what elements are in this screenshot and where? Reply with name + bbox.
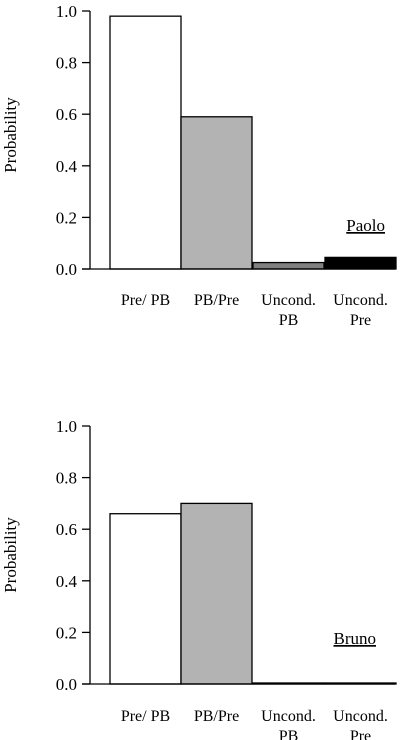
bar-1 <box>109 15 182 270</box>
x-tick-label: Pre/ PB <box>121 708 170 725</box>
y-tick-label: 0.6 <box>56 105 77 124</box>
chart-panel-paolo: 0.0 0.2 0.4 0.6 0.8 1.0 Probability Pre/ PB PB/P… <box>1 2 397 329</box>
x-tick-label: Uncond. PB <box>261 292 316 329</box>
y-tick-label: 0.8 <box>56 469 77 488</box>
chart-panel-bruno: 0.0 0.2 0.4 0.6 0.8 1.0 Probability Pre/ PB PB/P… <box>1 417 397 740</box>
y-tick-label: 0.4 <box>56 572 78 591</box>
x-tick-label: PB/Pre <box>194 708 239 725</box>
bar-3 <box>252 261 325 270</box>
x-tick-label: Uncond. Pre <box>333 708 388 740</box>
x-tick-label: Pre/ PB <box>121 292 170 309</box>
y-axis-label: Probability <box>1 97 20 173</box>
bar-4 <box>324 256 397 270</box>
y-axis-label: Probability <box>1 517 20 593</box>
y-tick-label: 0.2 <box>56 208 77 227</box>
panel-label: Paolo <box>346 216 385 235</box>
y-tick-label: 0.6 <box>56 520 77 539</box>
y-tick-label: 0.2 <box>56 623 77 642</box>
x-tick-label: PB/Pre <box>194 292 239 309</box>
y-tick-label: 0.0 <box>56 260 77 279</box>
y-tick-label: 1.0 <box>56 417 77 436</box>
bar-1 <box>109 513 182 685</box>
y-tick-label: 0.8 <box>56 54 77 73</box>
panel-label: Bruno <box>334 629 377 648</box>
y-tick-label: 1.0 <box>56 2 77 21</box>
y-tick-label: 0.0 <box>56 675 77 694</box>
x-tick-label: Uncond. Pre <box>333 292 388 329</box>
bar-2 <box>180 502 253 685</box>
bar-2 <box>180 116 253 270</box>
y-tick-label: 0.4 <box>56 157 78 176</box>
x-tick-label: Uncond. PB <box>261 708 316 740</box>
